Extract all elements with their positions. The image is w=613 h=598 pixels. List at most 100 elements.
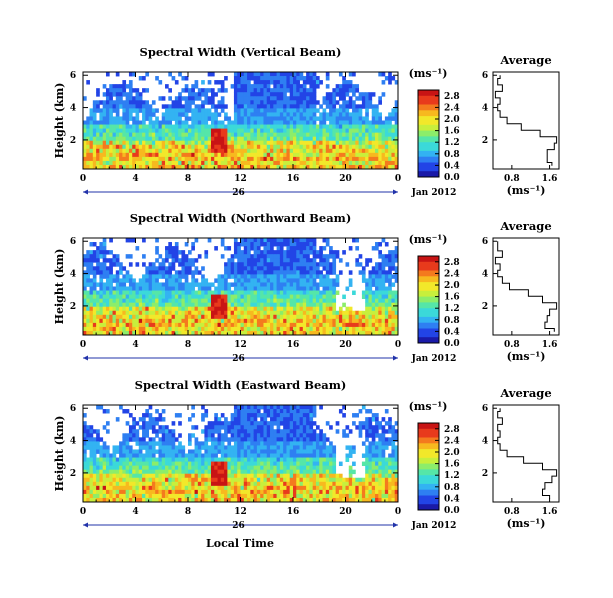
- heatmap-cell: [214, 104, 218, 109]
- heatmap-cell: [302, 116, 307, 121]
- heatmap-cell: [151, 461, 156, 467]
- colorbar-swatch: [418, 133, 439, 137]
- heatmap-cell: [191, 262, 195, 267]
- heatmap-cell: [188, 96, 192, 101]
- heatmap-cell: [293, 266, 297, 271]
- heatmap-cell: [151, 425, 156, 430]
- heatmap-cell: [201, 132, 205, 138]
- heatmap-cell: [375, 318, 379, 324]
- heatmap-cell: [155, 116, 159, 121]
- heatmap-cell: [194, 330, 199, 336]
- heatmap-cell: [201, 330, 205, 336]
- heatmap-cell: [145, 136, 150, 142]
- heatmap-cell: [158, 124, 163, 129]
- heatmap-cell: [227, 330, 232, 336]
- heatmap-cell: [217, 465, 222, 471]
- heatmap-cell: [342, 108, 346, 113]
- heatmap-cell: [145, 302, 150, 308]
- heatmap-cell: [155, 136, 159, 142]
- heatmap-cell: [128, 128, 133, 134]
- heatmap-cell: [296, 100, 300, 105]
- colorbar-swatch: [418, 331, 439, 335]
- heatmap-cell: [148, 449, 153, 454]
- heatmap-cell: [128, 413, 133, 418]
- heatmap-cell: [171, 497, 176, 503]
- heatmap-cell: [273, 238, 277, 243]
- heatmap-cell: [319, 322, 323, 328]
- heatmap-cell: [371, 302, 376, 308]
- heatmap-cell: [148, 437, 153, 442]
- heatmap-cell: [394, 120, 399, 125]
- heatmap-cell: [283, 136, 287, 142]
- heatmap-cell: [384, 290, 389, 295]
- heatmap-cell: [168, 116, 172, 121]
- heatmap-cell: [240, 92, 245, 97]
- heatmap-cell: [256, 140, 261, 146]
- heatmap-cell: [207, 100, 212, 105]
- heatmap-cell: [145, 298, 150, 304]
- heatmap-cell: [230, 160, 235, 166]
- heatmap-cell: [332, 278, 337, 283]
- heatmap-cell: [224, 322, 228, 328]
- heatmap-cell: [371, 144, 376, 150]
- heatmap-cell: [92, 497, 97, 503]
- heatmap-cell: [135, 104, 140, 109]
- heatmap-cell: [355, 112, 360, 117]
- heatmap-cell: [174, 497, 179, 503]
- heatmap-cell: [342, 136, 346, 142]
- heatmap-cell: [86, 116, 90, 121]
- heatmap-cell: [240, 132, 245, 138]
- heatmap-cell: [368, 302, 373, 308]
- heatmap-cell: [168, 306, 172, 312]
- heatmap-cell: [112, 306, 117, 312]
- heatmap-cell: [119, 156, 123, 162]
- heatmap-cell: [315, 84, 320, 89]
- heatmap-cell: [384, 120, 389, 125]
- heatmap-cell: [289, 282, 294, 287]
- heatmap-cell: [178, 164, 182, 170]
- heatmap-cell: [279, 112, 284, 117]
- heatmap-cell: [263, 152, 268, 158]
- heatmap-cell: [122, 92, 127, 97]
- heatmap-cell: [224, 152, 228, 158]
- heatmap-cell: [279, 148, 284, 154]
- heatmap-cell: [312, 148, 317, 154]
- heatmap-cell: [345, 140, 350, 146]
- heatmap-cell: [161, 326, 166, 332]
- heatmap-cell: [128, 497, 133, 503]
- heatmap-cell: [365, 116, 369, 121]
- heatmap-cell: [325, 290, 330, 295]
- heatmap-cell: [148, 417, 153, 422]
- heatmap-cell: [83, 461, 87, 467]
- heatmap-cell: [174, 124, 179, 129]
- heatmap-cell: [165, 278, 169, 283]
- heatmap-cell: [243, 449, 248, 454]
- heatmap-cell: [286, 258, 291, 263]
- heatmap-cell: [237, 76, 241, 81]
- heatmap-cell: [220, 497, 225, 503]
- heatmap-cell: [247, 429, 251, 434]
- heatmap-cell: [253, 453, 258, 458]
- heatmap-cell: [315, 76, 320, 81]
- heatmap-cell: [83, 144, 87, 150]
- heatmap-cell: [125, 302, 130, 308]
- heatmap-cell: [171, 290, 176, 295]
- heatmap-cell: [355, 314, 360, 320]
- heatmap-cell: [348, 72, 353, 77]
- heatmap-cell: [227, 473, 232, 479]
- heatmap-cell: [335, 318, 340, 324]
- heatmap-cell: [266, 310, 271, 316]
- heatmap-cell: [214, 92, 218, 97]
- heatmap-cell: [325, 242, 330, 247]
- heatmap-cell: [279, 246, 284, 251]
- heatmap-cell: [122, 302, 127, 308]
- heatmap-cell: [197, 318, 202, 324]
- heatmap-cell: [220, 302, 225, 308]
- heatmap-cell: [119, 441, 123, 446]
- heatmap-cell: [142, 294, 146, 300]
- heatmap-cell: [158, 318, 163, 324]
- heatmap-cell: [178, 445, 182, 450]
- heatmap-cell: [230, 120, 235, 125]
- heatmap-cell: [89, 254, 94, 259]
